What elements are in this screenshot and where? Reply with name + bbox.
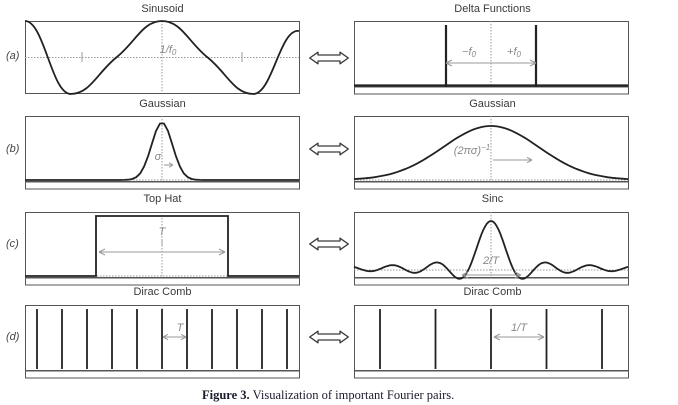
svg-text:1/T: 1/T [511,322,528,334]
svg-text:2/T: 2/T [482,255,500,267]
svg-text:σ: σ [155,151,162,163]
